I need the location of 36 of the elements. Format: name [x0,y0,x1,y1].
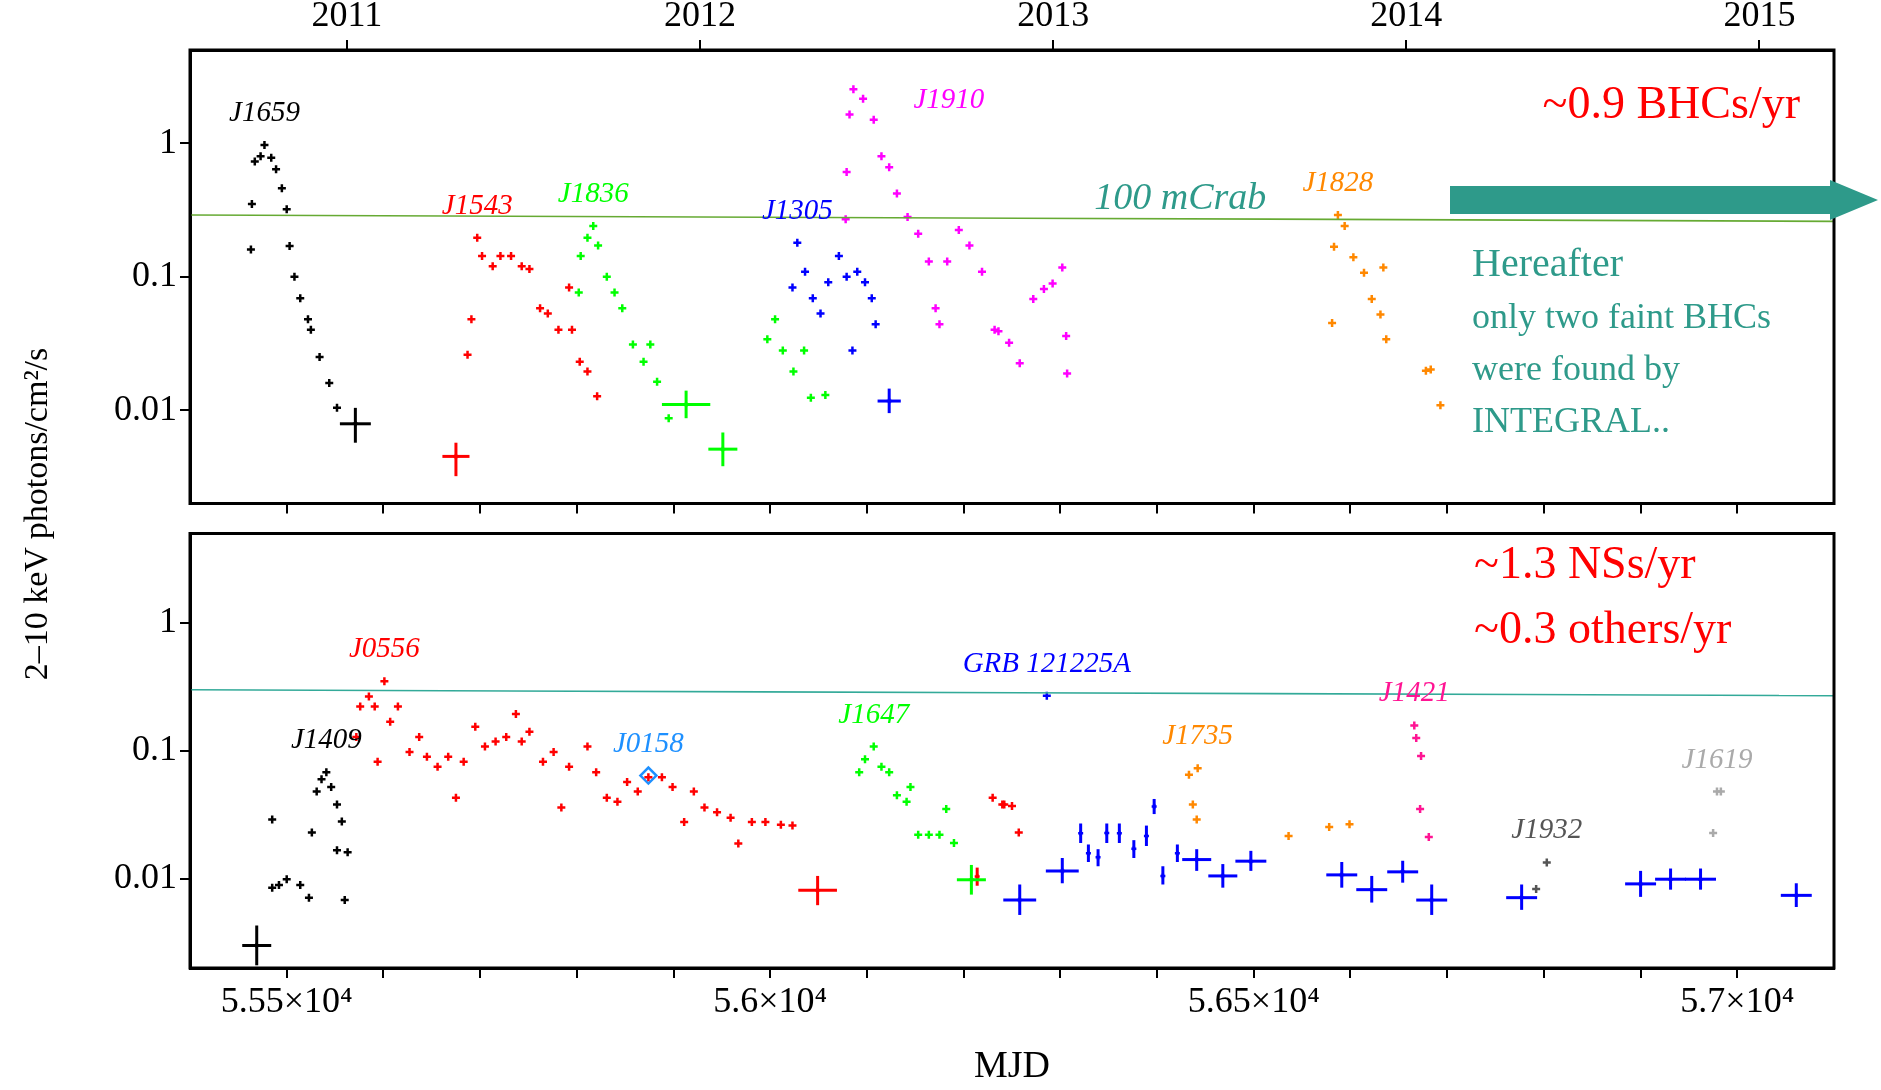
series-label: J0158 [612,725,685,758]
series-label: J1305 [761,192,833,225]
annotation: ~0.3 others/yr [1474,602,1732,653]
y-axis-title: 2–10 keV photons/cm²/s [16,347,55,681]
x2-tick-label: 2012 [663,0,736,34]
x-tick-label: 5.7×10⁴ [1680,980,1795,1021]
series-label: J1735 [1162,718,1234,751]
x2-tick-label: 2011 [311,0,383,34]
series-label: J1543 [441,187,513,220]
x2-tick-label: 2013 [1017,0,1090,34]
series-label: J1659 [229,95,301,128]
annotation: 100 mCrab [1094,175,1267,218]
series-label: J1932 [1511,812,1583,845]
annotation: Hereafter only two faint BHCs were found by INTEGRAL.. [1472,240,1772,440]
y-tick-label: 0.01 [114,856,177,897]
series-label: J1836 [557,175,630,208]
x-tick-label: 5.55×10⁴ [220,980,353,1021]
series-label: J1409 [290,722,363,755]
series-label: J1910 [913,82,985,114]
x-tick-label: 5.6×10⁴ [713,980,828,1021]
series-label: J1647 [838,696,911,729]
y-tick-label: 1 [159,120,177,161]
y-tick-label: 0.1 [132,728,177,769]
annotation: ~1.3 NSs/yr [1474,537,1696,588]
x2-tick-label: 2015 [1723,0,1796,34]
series-label: J1619 [1681,741,1753,774]
x-tick-label: 5.65×10⁴ [1187,980,1320,1021]
series-label: J0556 [348,631,421,664]
series-label: J1828 [1302,165,1374,197]
x-axis-title: MJD [973,1043,1051,1086]
x2-tick-label: 2014 [1370,0,1443,34]
series-label: GRB 121225A [962,645,1132,678]
y-tick-label: 0.01 [114,387,177,428]
annotation: ~0.9 BHCs/yr [1542,77,1800,128]
y-tick-label: 0.1 [132,254,177,295]
y-tick-label: 1 [159,600,177,641]
